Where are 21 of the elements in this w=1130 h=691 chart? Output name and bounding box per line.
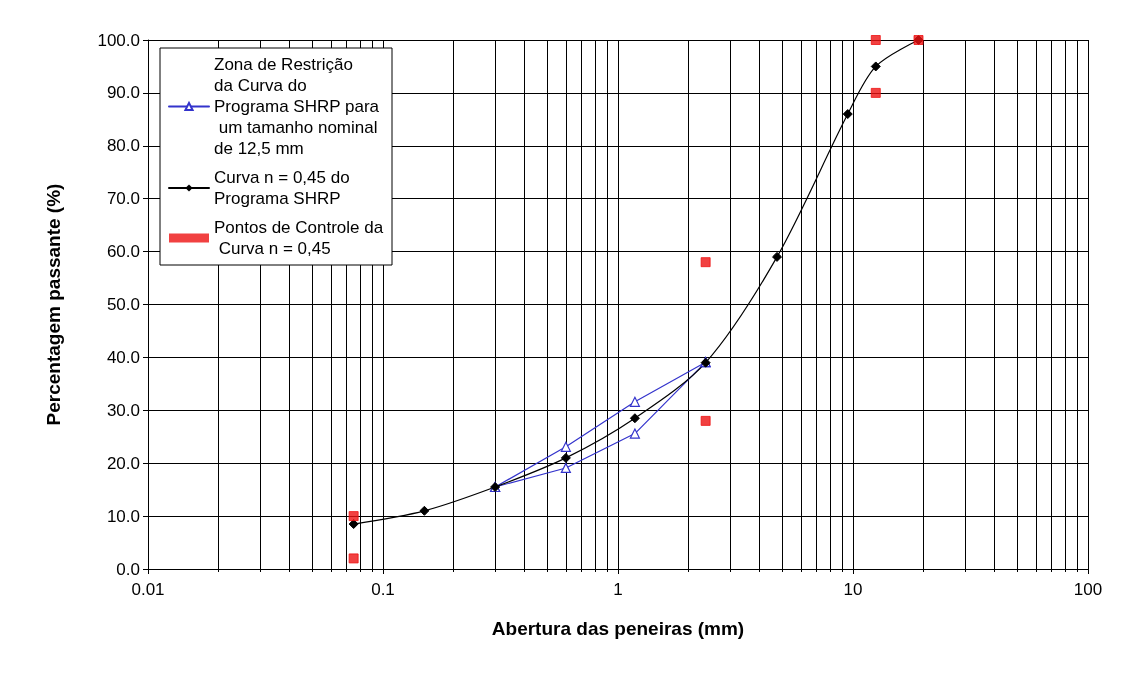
legend-label: Curva n = 0,45 do Programa SHRP [214,168,355,208]
y-tick-label: 100.0 [97,30,140,50]
x-tick-label: 1 [613,580,623,599]
y-tick-label: 60.0 [106,242,140,262]
y-tick-label: 80.0 [106,136,140,156]
y-tick-label: 70.0 [106,189,140,209]
x-axis-title: Abertura das peneiras (mm) [491,618,745,639]
y-tick-label: 50.0 [106,295,140,314]
legend-label: Zona de Restrição da Curva do Programa SHRP para um tamanho nominal de 12,5 mm [214,55,383,158]
x-tick-label: 0.01 [131,580,165,599]
y-tick-label: 30.0 [106,400,140,420]
legend-label: Pontos de Controle da Curva n = 0,45 [214,218,384,258]
x-tick-label: 10 [843,580,863,599]
y-tick-label: 0.0 [116,559,140,579]
y-axis-title: Percentagem passante (%) [43,183,64,426]
y-tick-label: 90.0 [106,83,140,103]
y-tick-label: 20.0 [106,453,140,473]
y-tick-label: 10.0 [106,506,140,526]
x-tick-label: 100 [1073,580,1103,599]
y-tick-label: 40.0 [106,347,140,367]
x-tick-label: 0.1 [371,580,395,599]
